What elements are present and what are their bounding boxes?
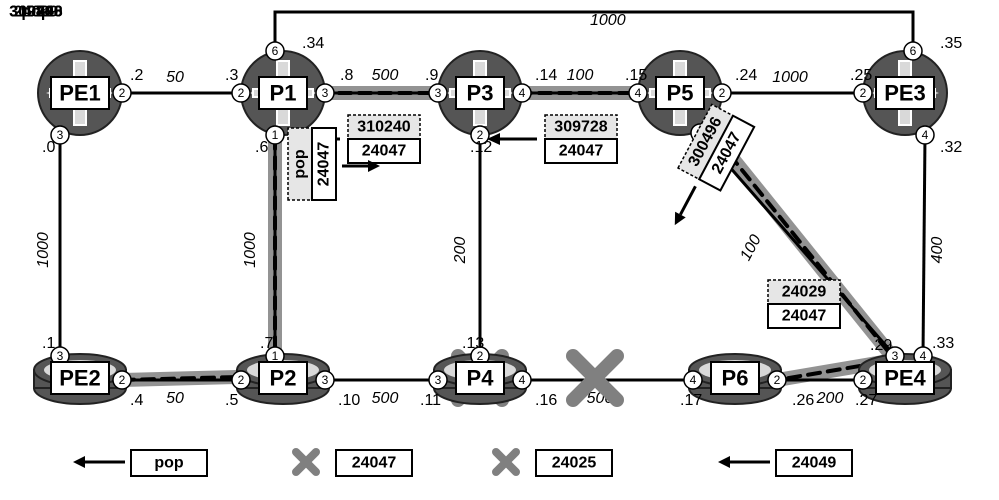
ip-octet: .10 (338, 392, 360, 409)
node-label: PE1 (59, 81, 101, 106)
link (923, 135, 925, 356)
port-num: 1 (272, 128, 279, 142)
port-num: 2 (238, 86, 245, 100)
stack-top: pop (21, 4, 51, 21)
svg-text:pop: pop (292, 149, 309, 179)
node-label: P6 (722, 366, 749, 391)
port-num: 2 (860, 373, 867, 387)
svg-text:24047: 24047 (559, 143, 604, 160)
node-label: PE3 (884, 81, 926, 106)
ip-octet: .0 (42, 139, 55, 156)
ip-octet: .1 (42, 335, 55, 352)
ip-octet: .15 (625, 67, 647, 84)
port-num: 6 (272, 44, 279, 58)
port-num: 2 (119, 86, 126, 100)
port-num: 4 (922, 128, 929, 142)
node-label: P2 (270, 366, 297, 391)
metric: 1000 (242, 232, 259, 268)
port-num: 3 (892, 349, 899, 363)
label-stack: 24029 24047 (768, 280, 840, 328)
ip-octet: .14 (535, 67, 557, 84)
ip-octet: .12 (470, 139, 492, 156)
svg-text:24047: 24047 (782, 308, 827, 325)
ip-octet: .7 (260, 335, 273, 352)
port-num: 2 (119, 373, 126, 387)
port-num: 4 (635, 86, 642, 100)
metric: 50 (166, 69, 184, 86)
te-path-highlight (122, 93, 895, 380)
legend-item: 24047 (296, 450, 412, 476)
ip-octet: .33 (932, 335, 954, 352)
metric: 1000 (35, 232, 52, 268)
ip-octet: .4 (130, 392, 143, 409)
metric: 100 (567, 67, 594, 84)
port-num: 3 (435, 373, 442, 387)
ip-octet: .25 (850, 67, 872, 84)
ip-octet: .8 (340, 67, 353, 84)
node-label: P1 (270, 81, 297, 106)
node-label: PE4 (884, 366, 926, 391)
legend-item: 24025 (496, 450, 612, 476)
metric: 1000 (772, 69, 808, 86)
ip-octet: .2 (130, 67, 143, 84)
port-num: 4 (920, 349, 927, 363)
metric: 500 (372, 390, 399, 407)
metric: 100 (737, 232, 765, 264)
te-path-dashed (122, 93, 895, 380)
svg-text:24025: 24025 (552, 455, 597, 472)
ip-octet: .11 (420, 392, 441, 409)
ip-octet: .32 (940, 139, 962, 156)
port-num: 4 (519, 373, 526, 387)
port-num: 2 (238, 373, 245, 387)
ip-octet: .9 (425, 67, 438, 84)
node-label: P4 (467, 366, 495, 391)
svg-text:310240: 310240 (357, 119, 410, 136)
ip-octet: .3 (225, 67, 238, 84)
node-label: P5 (667, 81, 694, 106)
port-num: 4 (690, 373, 697, 387)
ip-octet: .13 (462, 335, 484, 352)
port-num: 4 (519, 86, 526, 100)
svg-text:309728: 309728 (554, 119, 607, 136)
node-label: PE2 (59, 366, 101, 391)
node-label: P3 (467, 81, 494, 106)
metric: 200 (816, 390, 844, 407)
legend-item: pop (73, 450, 207, 476)
port-num: 2 (774, 373, 781, 387)
svg-text:pop: pop (154, 455, 184, 472)
ip-octet: .16 (535, 392, 557, 409)
svg-text:24047: 24047 (316, 142, 333, 187)
port-num: 6 (910, 44, 917, 58)
svg-text:24047: 24047 (352, 455, 397, 472)
port-num: 3 (435, 86, 442, 100)
ip-octet: .17 (680, 392, 702, 409)
ip-octet: .34 (302, 35, 324, 52)
metric: 1000 (590, 12, 626, 29)
metric: 500 (372, 67, 399, 84)
metric: 400 (929, 237, 946, 264)
port-num: 2 (860, 86, 867, 100)
port-num: 3 (322, 373, 329, 387)
metric: 200 (452, 237, 469, 265)
port-num: 3 (57, 128, 64, 142)
svg-text:24029: 24029 (782, 284, 827, 301)
port-num: 2 (719, 86, 726, 100)
ip-octet: .27 (855, 392, 877, 409)
metric: 50 (166, 390, 184, 407)
port-num: 3 (57, 349, 64, 363)
svg-text:24049: 24049 (792, 455, 837, 472)
ip-octet: .35 (940, 35, 962, 52)
ip-octet: .26 (792, 392, 814, 409)
ip-octet: .5 (225, 392, 238, 409)
legend-item: 24049 (718, 450, 852, 476)
svg-text:24047: 24047 (362, 143, 407, 160)
ip-octet: .29 (870, 337, 892, 354)
port-num: 3 (322, 86, 329, 100)
ip-octet: .24 (735, 67, 757, 84)
ip-octet: .6 (255, 139, 268, 156)
